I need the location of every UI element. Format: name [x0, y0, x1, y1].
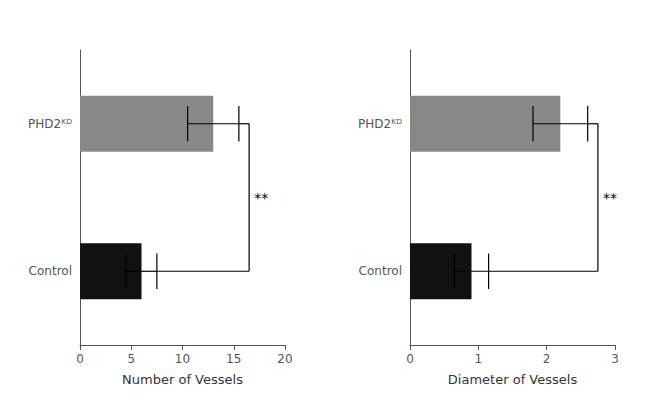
svg-text:PHD2ᴷᴰ: PHD2ᴷᴰ: [358, 117, 402, 131]
svg-text:1: 1: [475, 352, 483, 366]
svg-text:2: 2: [543, 352, 551, 366]
svg-text:Control: Control: [29, 264, 72, 278]
svg-text:5: 5: [127, 352, 135, 366]
svg-text:0: 0: [406, 352, 414, 366]
svg-text:Control: Control: [359, 264, 402, 278]
svg-text:PHD2ᴷᴰ: PHD2ᴷᴰ: [28, 117, 72, 131]
svg-text:15: 15: [226, 352, 241, 366]
svg-text:Diameter of Vessels: Diameter of Vessels: [448, 372, 578, 387]
svg-text:0: 0: [76, 352, 84, 366]
svg-text:Number of Vessels: Number of Vessels: [122, 372, 243, 387]
svg-text:**: **: [254, 190, 268, 206]
svg-text:20: 20: [277, 352, 292, 366]
svg-text:**: **: [603, 190, 617, 206]
svg-text:3: 3: [611, 352, 619, 366]
svg-text:10: 10: [175, 352, 190, 366]
